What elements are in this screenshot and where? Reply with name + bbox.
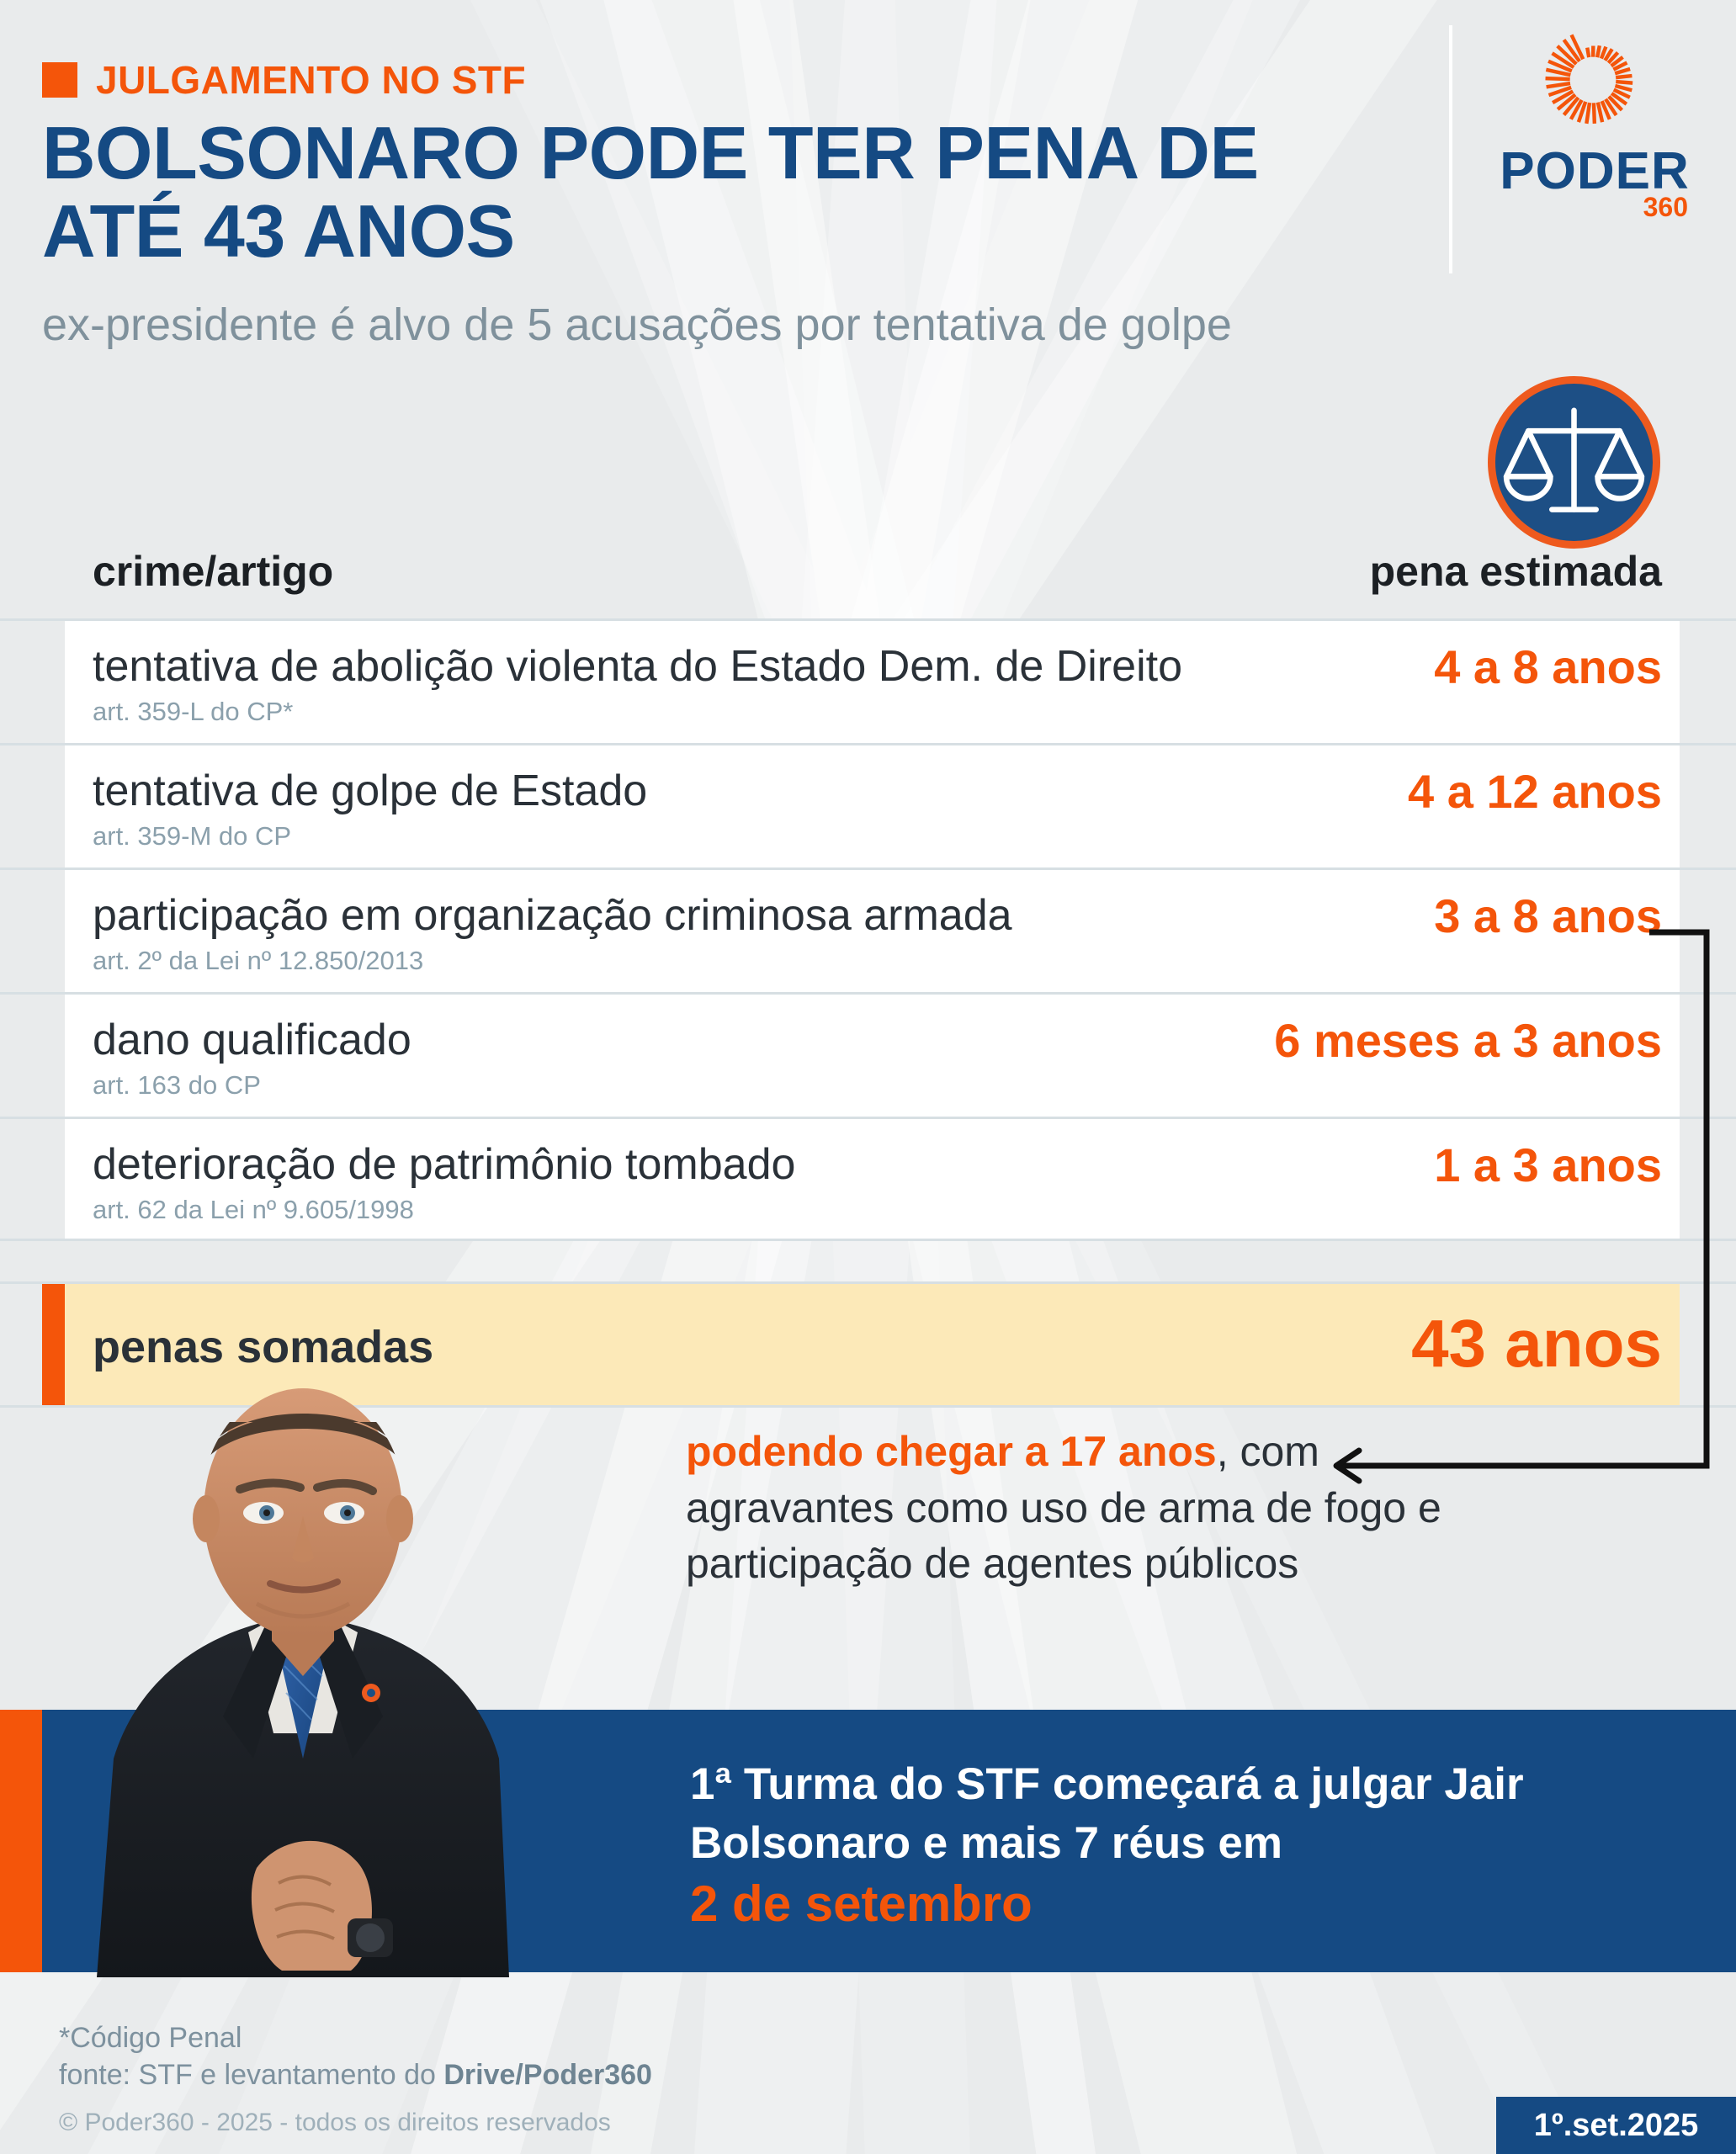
total-value: 43 anos <box>1411 1306 1662 1381</box>
page-subtitle: ex-presidente é alvo de 5 acusações por … <box>42 300 1232 350</box>
row-crime-label: dano qualificado <box>93 1016 411 1064</box>
penalties-table: tentativa de abolição violenta do Estado… <box>0 618 1736 1241</box>
annotation-rest: , com agravantes como uso de arma de fog… <box>686 1428 1441 1587</box>
column-header-pena: pena estimada <box>1369 548 1662 595</box>
scales-of-justice-icon <box>1488 376 1660 549</box>
row-article-label: art. 359-M do CP <box>93 821 292 851</box>
row-penalty-value: 4 a 8 anos <box>1434 640 1662 693</box>
sunburst-icon <box>1545 34 1633 125</box>
table-row: tentativa de abolição violenta do Estado… <box>0 618 1736 743</box>
table-row: deterioração de patrimônio tombado art. … <box>0 1117 1736 1241</box>
row-crime-label: tentativa de abolição violenta do Estado… <box>93 642 1182 691</box>
row-article-label: art. 359-L do CP* <box>93 697 294 726</box>
orange-square-icon <box>42 62 77 98</box>
header: JULGAMENTO NO STF BOLSONARO PODE TER PEN… <box>0 0 1736 387</box>
row-article-label: art. 163 do CP <box>93 1070 261 1100</box>
poder360-logo: PODER 360 <box>1489 25 1700 252</box>
kicker-label: JULGAMENTO NO STF <box>96 58 527 102</box>
table-row: participação em organização criminosa ar… <box>0 867 1736 992</box>
logo-suffix: 360 <box>1643 192 1688 222</box>
table-row: tentativa de golpe de Estado art. 359-M … <box>0 743 1736 867</box>
row-penalty-value: 1 a 3 anos <box>1434 1138 1662 1191</box>
banner-text: 1ª Turma do STF começará a julgar Jair B… <box>690 1759 1524 1869</box>
column-header-crime: crime/artigo <box>93 548 334 595</box>
row-penalty-value: 6 meses a 3 anos <box>1274 1014 1662 1067</box>
copyright-text: © Poder360 - 2025 - todos os direitos re… <box>59 2109 611 2137</box>
annotation-text: podendo chegar a 17 anos, com agravantes… <box>686 1424 1485 1592</box>
total-label: penas somadas <box>93 1322 434 1372</box>
page-title: BOLSONARO PODE TER PENA DE ATÉ 43 ANOS <box>42 111 1259 273</box>
table-header: crime/artigo pena estimada <box>0 547 1736 614</box>
row-penalty-value: 3 a 8 anos <box>1434 889 1662 942</box>
annotation-highlight: podendo chegar a 17 anos <box>686 1428 1217 1475</box>
footer-source-note: *Código Penal fonte: STF e levantamento … <box>59 2019 652 2093</box>
footer: *Código Penal fonte: STF e levantamento … <box>59 2019 652 2137</box>
header-divider <box>1449 25 1452 273</box>
banner-date: 2 de setembro <box>690 1875 1033 1932</box>
footer-note-line1: *Código Penal <box>59 2022 242 2054</box>
row-crime-label: tentativa de golpe de Estado <box>93 767 648 815</box>
footer-note-prefix: fonte: STF e levantamento do <box>59 2059 444 2092</box>
date-badge: 1º.set.2025 <box>1496 2097 1736 2154</box>
row-crime-label: participação em organização criminosa ar… <box>93 891 1012 940</box>
row-penalty-value: 4 a 12 anos <box>1408 765 1662 818</box>
logo-wordmark: PODER <box>1500 142 1690 200</box>
row-crime-label: deterioração de patrimônio tombado <box>93 1140 796 1189</box>
table-row: dano qualificado art. 163 do CP 6 meses … <box>0 992 1736 1117</box>
bolsonaro-photo <box>97 1388 509 1977</box>
kicker: JULGAMENTO NO STF <box>42 57 526 103</box>
row-article-label: art. 62 da Lei nº 9.605/1998 <box>93 1195 414 1224</box>
footer-note-bold: Drive/Poder360 <box>443 2059 652 2092</box>
row-article-label: art. 2º da Lei nº 12.850/2013 <box>93 946 424 975</box>
